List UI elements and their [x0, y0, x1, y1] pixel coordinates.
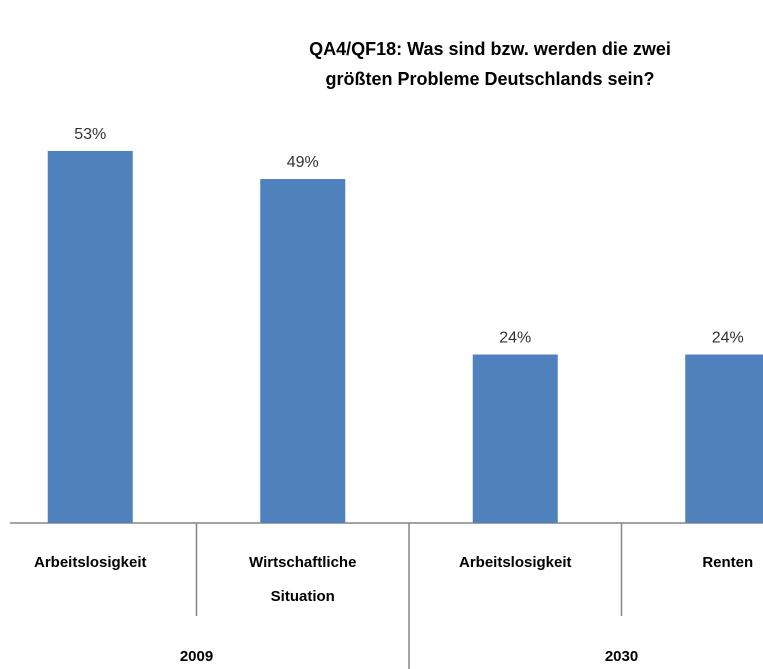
- x-tick-label: Renten: [702, 554, 754, 571]
- group-label: 2009: [179, 648, 214, 665]
- data-label: 49%: [287, 154, 319, 171]
- x-tick-label: Arbeitslosigkeit: [458, 554, 572, 571]
- x-tick-label: Wirtschaftliche Situation: [249, 554, 357, 605]
- data-label: 53%: [74, 126, 106, 143]
- bar: [260, 179, 346, 523]
- x-tick-label: Arbeitslosigkeit: [33, 554, 147, 571]
- bar: [47, 150, 133, 523]
- data-label: 24%: [712, 330, 744, 347]
- chart-title: QA4/QF18: Was sind bzw. werden die zwei …: [309, 39, 671, 89]
- bar: [472, 354, 558, 523]
- data-label: 24%: [499, 330, 531, 347]
- group-label: 2030: [604, 648, 639, 665]
- bar: [685, 354, 763, 523]
